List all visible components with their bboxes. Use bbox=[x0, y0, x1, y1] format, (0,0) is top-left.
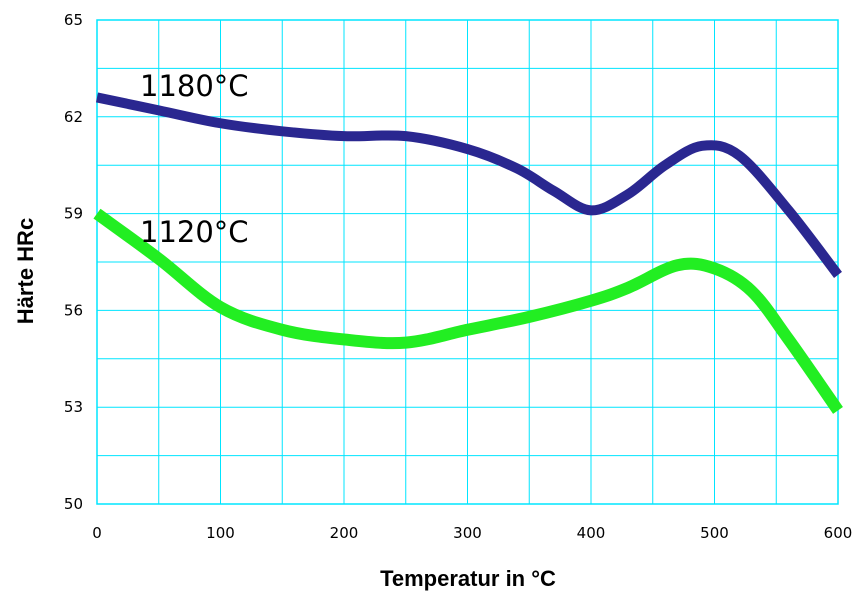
x-axis-ticks: 0 100 200 300 400 500 600 bbox=[92, 524, 852, 542]
x-tick-label: 600 bbox=[824, 524, 853, 542]
plot-series bbox=[93, 92, 843, 414]
series-line-2 bbox=[93, 208, 843, 414]
y-tick-label: 50 bbox=[64, 495, 83, 513]
y-tick-label: 62 bbox=[64, 108, 83, 126]
y-axis-title: Härte HRc bbox=[13, 218, 38, 324]
y-axis-ticks: 50 53 56 59 62 65 bbox=[64, 11, 83, 513]
x-tick-label: 200 bbox=[330, 524, 359, 542]
y-tick-label: 59 bbox=[64, 205, 83, 223]
x-tick-label: 300 bbox=[453, 524, 482, 542]
series-line-1 bbox=[95, 92, 842, 278]
plot-frame bbox=[96, 19, 839, 505]
series-labels: 1180°C 1120°C bbox=[140, 69, 249, 249]
series-label-2: 1120°C bbox=[140, 215, 249, 249]
x-tick-label: 400 bbox=[577, 524, 606, 542]
y-tick-label: 65 bbox=[64, 11, 83, 29]
x-tick-label: 100 bbox=[206, 524, 235, 542]
grid bbox=[96, 19, 839, 505]
y-tick-label: 56 bbox=[64, 301, 83, 319]
x-tick-label: 500 bbox=[700, 524, 729, 542]
x-tick-label: 0 bbox=[92, 524, 102, 542]
y-tick-label: 53 bbox=[64, 398, 83, 416]
x-axis-title: Temperatur in °C bbox=[380, 566, 556, 591]
series-label-1: 1180°C bbox=[140, 69, 249, 103]
